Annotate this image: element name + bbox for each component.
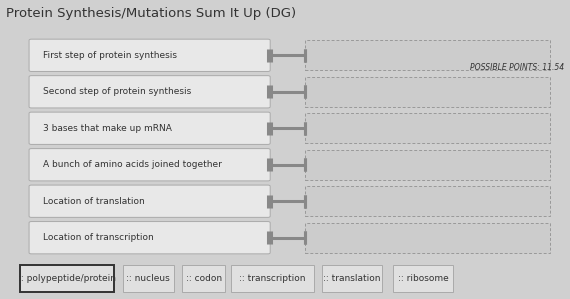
FancyBboxPatch shape: [305, 150, 550, 180]
FancyBboxPatch shape: [393, 265, 453, 292]
FancyBboxPatch shape: [305, 77, 550, 107]
FancyBboxPatch shape: [20, 265, 114, 292]
Text: POSSIBLE POINTS: 11.54: POSSIBLE POINTS: 11.54: [470, 63, 564, 72]
Text: Location of translation: Location of translation: [43, 197, 145, 206]
FancyBboxPatch shape: [29, 39, 270, 71]
Text: Location of transcription: Location of transcription: [43, 233, 153, 242]
FancyBboxPatch shape: [305, 223, 550, 253]
FancyBboxPatch shape: [123, 265, 174, 292]
FancyBboxPatch shape: [322, 265, 382, 292]
Text: :: transcription: :: transcription: [239, 274, 306, 283]
FancyBboxPatch shape: [305, 186, 550, 216]
Text: :: nucleus: :: nucleus: [127, 274, 170, 283]
Text: 3 bases that make up mRNA: 3 bases that make up mRNA: [43, 124, 172, 133]
Text: Protein Synthesis/Mutations Sum It Up (DG): Protein Synthesis/Mutations Sum It Up (D…: [6, 7, 296, 20]
FancyBboxPatch shape: [29, 112, 270, 144]
Text: First step of protein synthesis: First step of protein synthesis: [43, 51, 177, 60]
FancyBboxPatch shape: [182, 265, 225, 292]
FancyBboxPatch shape: [305, 40, 550, 70]
Text: A bunch of amino acids joined together: A bunch of amino acids joined together: [43, 160, 222, 169]
FancyBboxPatch shape: [29, 76, 270, 108]
Text: Second step of protein synthesis: Second step of protein synthesis: [43, 87, 191, 96]
FancyBboxPatch shape: [29, 222, 270, 254]
Text: :: polypeptide/protein: :: polypeptide/protein: [18, 274, 116, 283]
Text: :: translation: :: translation: [323, 274, 381, 283]
FancyBboxPatch shape: [29, 185, 270, 217]
Text: :: ribosome: :: ribosome: [398, 274, 449, 283]
FancyBboxPatch shape: [29, 149, 270, 181]
FancyBboxPatch shape: [231, 265, 314, 292]
Text: :: codon: :: codon: [186, 274, 222, 283]
FancyBboxPatch shape: [305, 113, 550, 143]
